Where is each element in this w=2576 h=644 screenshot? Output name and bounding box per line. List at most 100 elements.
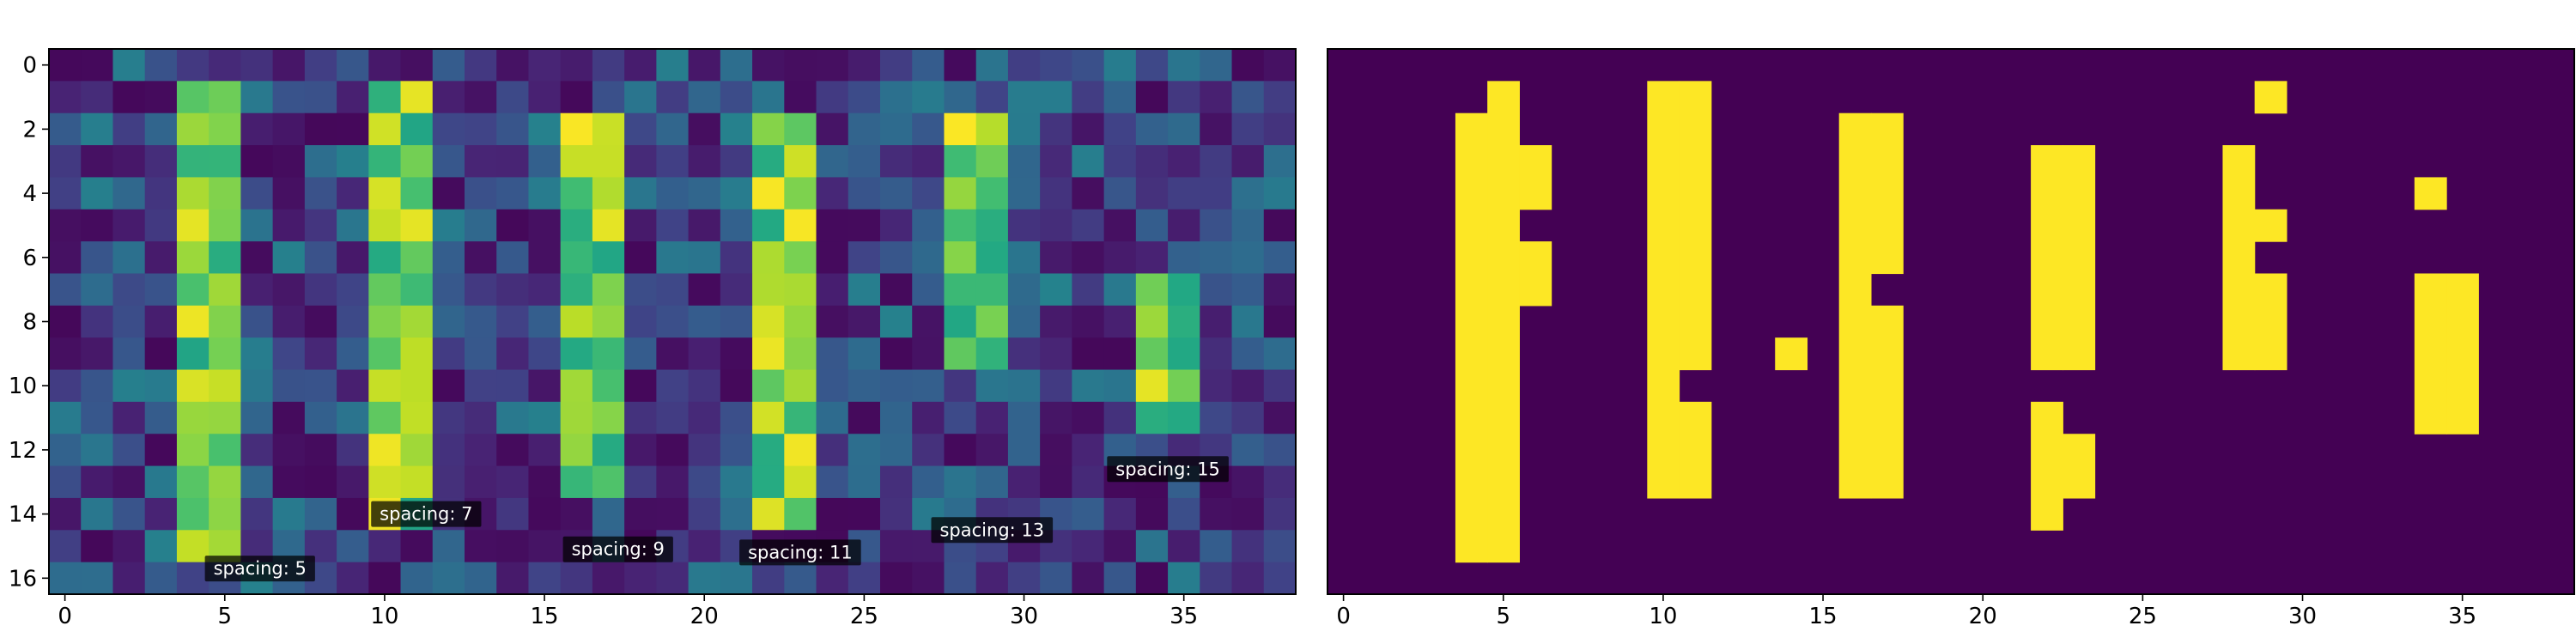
heatmap-cell xyxy=(848,49,881,82)
heatmap-cell xyxy=(689,113,721,146)
heatmap-cell xyxy=(528,530,561,562)
heatmap-cell xyxy=(1232,273,1265,306)
heatmap-cell xyxy=(273,337,306,370)
heatmap-cell xyxy=(976,337,1009,370)
heatmap-cell xyxy=(401,81,434,113)
heatmap-cell xyxy=(401,273,434,306)
heatmap-cell xyxy=(112,498,145,531)
heatmap-cell xyxy=(944,241,976,274)
heatmap-cell xyxy=(177,113,210,146)
heatmap-cell xyxy=(624,273,657,306)
heatmap-cell xyxy=(1104,273,1137,306)
heatmap-cell xyxy=(465,273,497,306)
heatmap-cell xyxy=(49,273,82,306)
heatmap-cell xyxy=(752,466,785,499)
heatmap-cell xyxy=(912,241,945,274)
heatmap-cell xyxy=(1008,273,1041,306)
heatmap-cell xyxy=(624,241,657,274)
heatmap-cell xyxy=(305,49,337,82)
heatmap-cell xyxy=(1104,241,1137,274)
heatmap-cell xyxy=(880,241,913,274)
heatmap-cell xyxy=(689,145,721,178)
heatmap-cell xyxy=(240,466,273,499)
spacing-annotation: spacing: 7 xyxy=(371,501,481,527)
y-tick-label: 12 xyxy=(9,438,37,464)
heatmap-cell xyxy=(624,113,657,146)
heatmap-cell xyxy=(944,177,976,210)
heatmap-cell xyxy=(1104,177,1137,210)
heatmap-cell xyxy=(337,466,369,499)
heatmap-cell xyxy=(433,306,465,338)
active-cell xyxy=(2063,434,2095,498)
heatmap-cell xyxy=(528,337,561,370)
heatmap-cell xyxy=(561,210,593,242)
heatmap-cell xyxy=(1200,562,1232,595)
heatmap-cell xyxy=(240,498,273,531)
heatmap-cell xyxy=(880,210,913,242)
heatmap-cell xyxy=(720,241,753,274)
heatmap-cell xyxy=(81,434,113,466)
heatmap-cell xyxy=(81,145,113,178)
x-tick-label: 10 xyxy=(1649,604,1677,629)
heatmap-cell xyxy=(49,81,82,113)
heatmap-cell xyxy=(784,177,817,210)
heatmap-cell xyxy=(1232,177,1265,210)
heatmap-cell xyxy=(337,337,369,370)
heatmap-cell xyxy=(848,81,881,113)
active-cell xyxy=(2031,145,2063,370)
heatmap-cell xyxy=(81,402,113,434)
x-tick-label: 30 xyxy=(2288,604,2317,629)
heatmap-cell xyxy=(1008,370,1041,403)
heatmap-cell xyxy=(944,113,976,146)
heatmap-cell xyxy=(784,113,817,146)
left-heatmap-panel: 0 5 10 15 20 25 30 35 0 2 4 6 8 10 12 14 16 spacing: 5 spa… xyxy=(9,49,1297,629)
heatmap-cell xyxy=(624,81,657,113)
heatmap-cell xyxy=(944,145,976,178)
heatmap-cell xyxy=(976,466,1009,499)
heatmap-cell xyxy=(561,273,593,306)
heatmap-cell xyxy=(880,113,913,146)
heatmap-cell xyxy=(784,466,817,499)
heatmap-cell xyxy=(368,402,401,434)
heatmap-cell xyxy=(976,562,1009,595)
spacing-annotation: spacing: 5 xyxy=(205,556,315,581)
heatmap-cell xyxy=(81,81,113,113)
heatmap-cell xyxy=(273,145,306,178)
heatmap-cell xyxy=(81,370,113,403)
heatmap-cell xyxy=(1200,402,1232,434)
heatmap-cell xyxy=(944,402,976,434)
heatmap-cell xyxy=(1072,530,1104,562)
heatmap-cell xyxy=(592,177,625,210)
heatmap-cell xyxy=(880,177,913,210)
heatmap-cell xyxy=(209,49,241,82)
heatmap-cell xyxy=(944,466,976,499)
heatmap-cell xyxy=(112,402,145,434)
heatmap-cell xyxy=(592,402,625,434)
heatmap-cell xyxy=(561,498,593,531)
heatmap-cell xyxy=(496,306,529,338)
heatmap-cell xyxy=(496,113,529,146)
heatmap-cell xyxy=(1232,530,1265,562)
heatmap-cell xyxy=(209,337,241,370)
heatmap-cell xyxy=(1200,49,1232,82)
heatmap-cell xyxy=(433,562,465,595)
heatmap-cell xyxy=(689,210,721,242)
heatmap-cell xyxy=(496,81,529,113)
heatmap-cell xyxy=(752,210,785,242)
heatmap-cell xyxy=(1232,402,1265,434)
heatmap-cell xyxy=(720,273,753,306)
active-cell xyxy=(1680,402,1712,499)
heatmap-cell xyxy=(177,466,210,499)
heatmap-cell xyxy=(209,145,241,178)
heatmap-cell xyxy=(337,113,369,146)
heatmap-cell xyxy=(1168,145,1200,178)
heatmap-cell xyxy=(880,306,913,338)
heatmap-cell xyxy=(592,434,625,466)
heatmap-cell xyxy=(240,402,273,434)
heatmap-cell xyxy=(1232,145,1265,178)
heatmap-cell xyxy=(689,49,721,82)
heatmap-cell xyxy=(1072,49,1104,82)
heatmap-cell xyxy=(1104,145,1137,178)
heatmap-cell xyxy=(81,241,113,274)
heatmap-cell xyxy=(1136,81,1169,113)
